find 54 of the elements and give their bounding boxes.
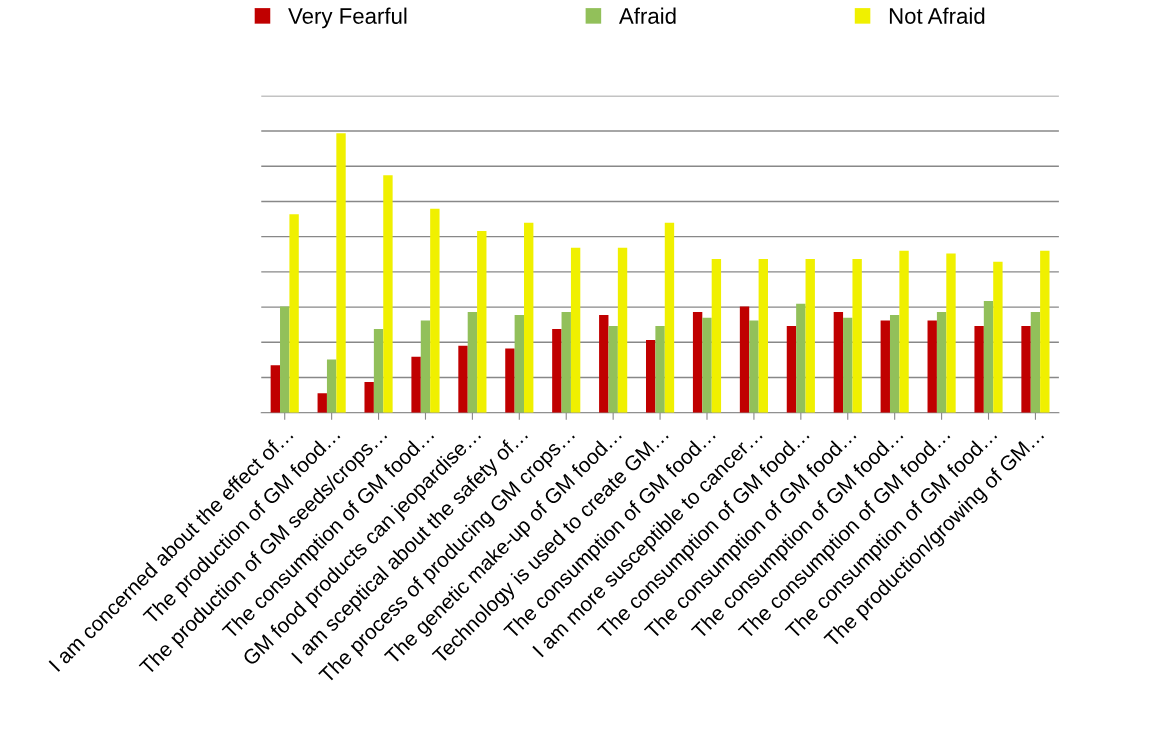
- bar: [1030, 312, 1041, 413]
- bar: [270, 365, 281, 413]
- bar: [364, 381, 374, 413]
- bar: [993, 261, 1003, 413]
- bar: [852, 259, 862, 413]
- bar: [946, 253, 956, 413]
- bar: [599, 314, 609, 413]
- bar: [514, 314, 525, 413]
- bar: [289, 214, 299, 413]
- bar: [430, 208, 440, 413]
- bar: [570, 247, 581, 413]
- legend-label: Afraid: [618, 7, 676, 24]
- bar: [711, 259, 722, 413]
- bar: [692, 312, 703, 413]
- bar: [880, 320, 890, 413]
- bar: [655, 326, 665, 413]
- bar: [467, 312, 478, 413]
- bar: [758, 259, 768, 413]
- bar: [974, 326, 984, 413]
- bar: [411, 356, 421, 413]
- bar: [336, 133, 346, 413]
- bar: [552, 328, 562, 413]
- bar: [477, 231, 487, 413]
- bar: [664, 222, 675, 413]
- bar: [805, 259, 815, 413]
- bar: [326, 359, 337, 413]
- bar: [383, 175, 393, 413]
- bar: [505, 348, 515, 413]
- bar: [524, 222, 534, 413]
- bar: [1021, 326, 1031, 413]
- bar: [702, 317, 712, 413]
- bar: [927, 320, 937, 413]
- bar: [786, 326, 797, 413]
- bar: [936, 312, 947, 413]
- legend-label: Very Fearful: [288, 7, 407, 29]
- bar: [317, 393, 327, 413]
- bar: [796, 303, 806, 413]
- bar: [739, 306, 750, 413]
- bar: [608, 326, 618, 413]
- bar: [420, 320, 431, 413]
- bar: [373, 328, 384, 413]
- bar: [833, 312, 844, 413]
- bar: [889, 314, 900, 413]
- bar: [280, 306, 290, 413]
- bar: [561, 312, 571, 413]
- bar: [843, 317, 853, 413]
- bar: [617, 247, 628, 413]
- legend-label: Not Afraid: [889, 7, 985, 24]
- bar: [646, 340, 656, 413]
- bar: [1040, 250, 1050, 413]
- bar: [749, 320, 759, 413]
- bar: [458, 345, 468, 413]
- bar: [983, 300, 994, 413]
- bar: [899, 250, 909, 413]
